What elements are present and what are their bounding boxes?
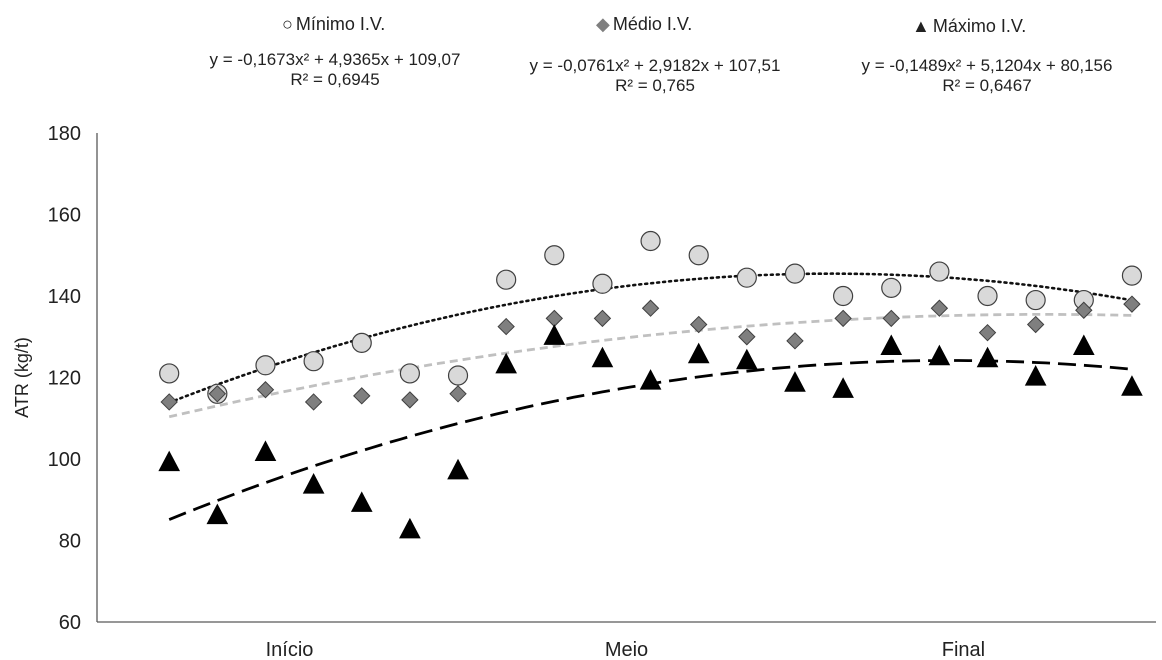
point-medio — [786, 332, 804, 350]
point-minimo — [977, 285, 998, 307]
point-maximo — [687, 342, 710, 364]
point-medio — [353, 387, 371, 405]
point-medio — [304, 393, 323, 411]
point-maximo — [350, 491, 373, 512]
point-medio — [834, 309, 852, 328]
equation-block-minimo: y = -0,1673x² + 4,9365x + 109,07 R² = 0,… — [180, 50, 490, 90]
point-minimo — [159, 363, 180, 384]
point-maximo — [158, 450, 181, 472]
diamond-legend-icon: ◆ — [596, 14, 610, 34]
r2-medio: R² = 0,765 — [615, 76, 695, 95]
equation-block-medio: y = -0,0761x² + 2,9182x + 107,51 R² = 0,… — [500, 56, 810, 96]
y-tick-label: 120 — [48, 368, 81, 390]
x-category-label: Meio — [605, 639, 648, 660]
point-medio — [449, 385, 467, 403]
point-maximo — [832, 377, 854, 398]
point-minimo — [833, 285, 854, 307]
point-minimo — [399, 363, 420, 384]
x-category-label: Início — [266, 639, 314, 660]
legend-label-maximo: Máximo I.V. — [932, 16, 1027, 36]
point-medio — [401, 391, 419, 409]
point-medio — [738, 328, 756, 346]
point-minimo — [255, 355, 276, 376]
point-minimo — [784, 263, 806, 284]
point-medio — [208, 385, 227, 403]
r2-minimo: R² = 0,6945 — [290, 70, 380, 89]
y-tick-label: 180 — [48, 123, 81, 145]
y-tick-label: 80 — [59, 531, 81, 553]
y-tick-label: 100 — [48, 449, 81, 471]
point-medio — [256, 381, 275, 399]
point-maximo — [976, 346, 999, 368]
point-medio — [641, 299, 660, 317]
point-maximo — [254, 440, 277, 461]
point-minimo — [544, 245, 565, 266]
point-minimo — [881, 277, 902, 298]
point-minimo — [303, 351, 324, 372]
equation-medio: y = -0,0761x² + 2,9182x + 107,51 — [529, 56, 781, 75]
point-maximo — [1121, 375, 1143, 396]
point-minimo — [351, 332, 372, 353]
legend-label-medio: Médio I.V. — [612, 14, 693, 34]
point-maximo — [206, 503, 229, 525]
y-axis-label: ATR (kg/t) — [12, 337, 32, 418]
point-maximo — [1072, 334, 1095, 356]
trendline-minimo — [167, 272, 1134, 404]
point-maximo — [399, 517, 421, 539]
point-medio — [160, 393, 178, 411]
point-minimo — [736, 267, 757, 288]
triangle-legend-icon: ▲ — [912, 16, 930, 36]
legend-item-maximo: ▲ Máximo I.V. — [912, 16, 1026, 37]
point-medio — [930, 299, 949, 317]
equation-block-maximo: y = -0,1489x² + 5,1204x + 80,156 R² = 0,… — [832, 56, 1142, 96]
legend-item-medio: ◆ Médio I.V. — [596, 14, 692, 35]
legend-label-minimo: Mínimo I.V. — [295, 14, 386, 34]
legend-item-minimo: ○ Mínimo I.V. — [282, 14, 385, 35]
x-category-label: Final — [942, 639, 985, 660]
point-medio — [978, 323, 997, 342]
equation-minimo: y = -0,1673x² + 4,9365x + 109,07 — [209, 50, 461, 69]
point-minimo — [640, 230, 661, 252]
point-maximo — [639, 369, 662, 390]
point-maximo — [1024, 365, 1047, 386]
y-tick-label: 140 — [48, 286, 81, 308]
point-medio — [497, 317, 515, 336]
point-minimo — [592, 273, 613, 294]
point-maximo — [543, 324, 566, 345]
point-medio — [689, 315, 708, 334]
point-maximo — [784, 371, 806, 392]
point-maximo — [495, 352, 517, 374]
point-minimo — [496, 269, 517, 290]
point-minimo — [1121, 265, 1143, 286]
point-minimo — [1025, 289, 1046, 311]
point-minimo — [688, 245, 709, 266]
y-tick-label: 160 — [48, 205, 81, 227]
point-maximo — [302, 473, 325, 494]
point-maximo — [928, 344, 951, 366]
point-medio — [1026, 315, 1045, 334]
trendline-medio — [168, 313, 1132, 419]
r2-maximo: R² = 0,6467 — [942, 76, 1032, 95]
point-minimo — [447, 365, 469, 386]
circle-legend-icon: ○ — [282, 14, 293, 34]
point-maximo — [591, 346, 614, 368]
point-medio — [545, 309, 564, 328]
y-tick-label: 60 — [59, 612, 81, 634]
point-medio — [1075, 301, 1093, 319]
equation-maximo: y = -0,1489x² + 5,1204x + 80,156 — [861, 56, 1113, 75]
point-maximo — [447, 458, 469, 480]
point-medio — [1123, 295, 1141, 313]
point-medio — [593, 309, 612, 328]
point-maximo — [880, 334, 903, 356]
point-minimo — [929, 261, 950, 282]
point-maximo — [736, 348, 758, 370]
point-medio — [882, 309, 900, 328]
